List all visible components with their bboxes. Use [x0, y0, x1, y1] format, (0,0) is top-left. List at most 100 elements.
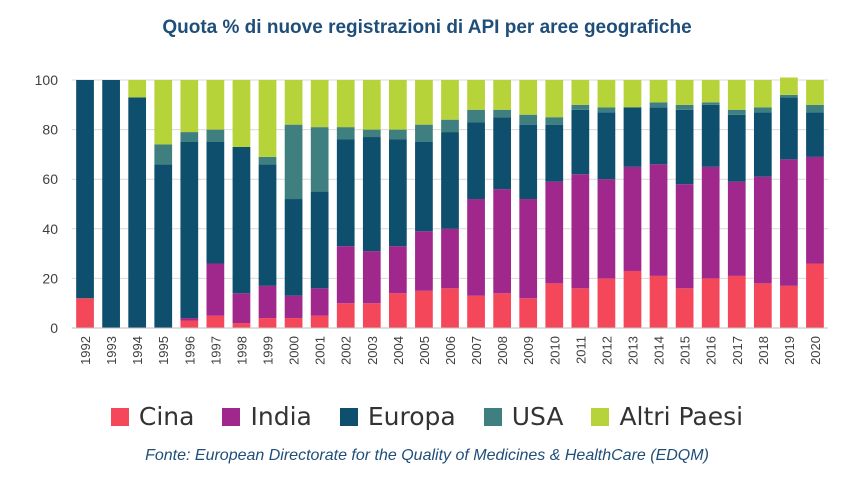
bar-stack-2012	[597, 80, 616, 328]
y-tick-label: 60	[42, 171, 58, 187]
bar-usa-2014	[649, 102, 668, 108]
bar-india-2010	[545, 181, 564, 284]
bar-altri-paesi-2014	[649, 80, 668, 103]
bar-altri-paesi-2018	[753, 80, 772, 108]
bar-europa-2014	[649, 107, 668, 165]
bar-stack-1992	[76, 80, 94, 328]
bar-usa-2008	[493, 109, 512, 118]
bar-stack-1997	[206, 80, 225, 328]
bar-europa-2008	[493, 117, 512, 190]
x-tick-label-1999: 1999	[261, 336, 276, 365]
bar-cina-2004	[388, 293, 407, 328]
x-tick-label-2014: 2014	[652, 336, 667, 365]
bar-europa-2002	[336, 139, 355, 247]
bar-stack-2001	[310, 80, 329, 328]
bar-usa-1995	[154, 144, 173, 165]
bar-india-2016	[701, 166, 720, 279]
legend-swatch-altri-paesi	[591, 407, 610, 426]
bar-cina-2017	[727, 275, 746, 328]
bar-stack-2020	[806, 80, 824, 328]
bar-india-2013	[623, 166, 642, 271]
bar-india-2014	[649, 164, 668, 276]
bar-cina-1997	[206, 315, 225, 328]
bar-usa-2007	[467, 109, 485, 123]
bar-cina-2005	[415, 290, 433, 328]
x-tick-label-1992: 1992	[78, 336, 93, 365]
bar-europa-1992	[76, 80, 94, 299]
bar-europa-2011	[571, 109, 590, 175]
bar-india-2015	[675, 184, 694, 289]
bar-europa-2012	[597, 112, 616, 180]
bar-cina-2009	[519, 298, 538, 328]
bar-india-2000	[284, 295, 303, 319]
bar-usa-2004	[388, 129, 407, 140]
bar-altri-paesi-2017	[727, 80, 746, 110]
bar-usa-2020	[806, 104, 824, 113]
bar-cina-2011	[571, 288, 590, 328]
bar-cina-2000	[284, 318, 303, 328]
bar-altri-paesi-2005	[415, 80, 433, 125]
bar-cina-2018	[753, 283, 772, 328]
x-tick-label-2005: 2005	[417, 336, 432, 365]
bar-altri-paesi-2006	[441, 80, 459, 120]
bar-europa-2020	[806, 112, 824, 157]
bar-stack-2009	[519, 80, 538, 328]
bar-usa-1996	[180, 132, 199, 142]
bar-europa-2018	[753, 112, 772, 177]
bar-altri-paesi-2020	[806, 80, 824, 105]
bar-europa-1996	[180, 142, 199, 319]
bar-altri-paesi-2002	[336, 80, 355, 128]
legend-swatch-india	[222, 407, 241, 426]
x-tick-label-2017: 2017	[730, 336, 745, 365]
bar-cina-2001	[310, 315, 329, 328]
bar-europa-2009	[519, 124, 538, 200]
bar-india-2018	[753, 176, 772, 284]
bar-india-2006	[441, 228, 459, 289]
x-tick-label-2015: 2015	[678, 336, 693, 365]
bar-europa-1993	[102, 80, 120, 328]
y-tick-label: 40	[42, 221, 58, 237]
bar-india-2019	[780, 159, 798, 286]
bar-india-2004	[388, 246, 407, 294]
bar-cina-1996	[180, 320, 199, 328]
x-tick-label-2019: 2019	[782, 336, 797, 365]
bar-cina-2016	[701, 278, 720, 328]
legend-label-cina: Cina	[138, 402, 195, 431]
bar-europa-1997	[206, 142, 225, 264]
bar-altri-paesi-2007	[467, 80, 485, 110]
x-tick-label-2012: 2012	[599, 336, 614, 365]
bar-stack-2002	[336, 80, 355, 328]
bar-cina-2006	[441, 288, 459, 328]
bar-india-2008	[493, 189, 512, 294]
legend-item-cina: Cina	[110, 402, 195, 431]
x-tick-label-1996: 1996	[182, 336, 197, 365]
x-tick-label-2013: 2013	[625, 336, 640, 365]
bar-stack-2005	[415, 80, 433, 328]
bar-stack-2010	[545, 80, 564, 328]
bar-usa-2011	[571, 104, 590, 110]
bar-altri-paesi-1996	[180, 80, 199, 133]
bar-usa-2000	[284, 124, 303, 200]
bar-altri-paesi-2016	[701, 80, 720, 103]
bar-india-2003	[362, 251, 381, 304]
x-tick-label-2002: 2002	[339, 336, 354, 365]
bar-europa-2000	[284, 199, 303, 296]
bar-india-2017	[727, 181, 746, 276]
bar-europa-2001	[310, 191, 329, 289]
bar-altri-paesi-2015	[675, 80, 694, 105]
bar-altri-paesi-2004	[388, 80, 407, 130]
bar-usa-2009	[519, 114, 538, 125]
bar-usa-2018	[753, 107, 772, 113]
bar-stack-2013	[623, 80, 642, 328]
bar-cina-2003	[362, 303, 381, 328]
bar-usa-2005	[415, 124, 433, 142]
bar-india-2001	[310, 288, 329, 316]
bar-europa-2005	[415, 142, 433, 232]
legend: Cina India Europa USA Altri Paesi	[0, 402, 854, 431]
x-tick-label-2007: 2007	[469, 336, 484, 365]
legend-swatch-cina	[110, 407, 129, 426]
bar-stack-1998	[232, 80, 251, 328]
x-tick-label-1994: 1994	[130, 336, 145, 365]
bar-stack-1999	[258, 80, 277, 328]
bar-europa-2010	[545, 124, 564, 182]
